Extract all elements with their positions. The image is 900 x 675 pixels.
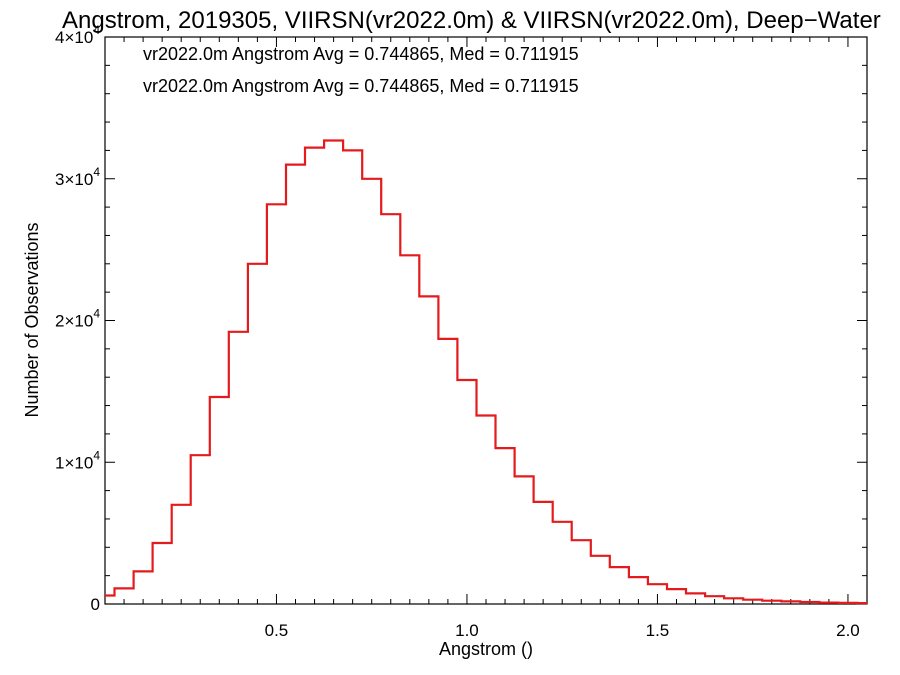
plot-frame: [104, 36, 868, 605]
y-tick-label: 0: [91, 595, 100, 614]
y-tick-label: 1×104: [55, 448, 100, 472]
x-axis: 0.5 1.0 1.5 2.0: [104, 37, 868, 640]
y-tick-label: 3×104: [55, 165, 100, 189]
x-tick-label: 0.5: [265, 621, 289, 640]
x-tick-label: 1.0: [455, 621, 479, 640]
stats-annotation-red: vr2022.0m Angstrom Avg = 0.744865, Med =…: [143, 76, 579, 96]
stats-annotation-black: vr2022.0m Angstrom Avg = 0.744865, Med =…: [143, 44, 579, 64]
y-axis-label: Number of Observations: [22, 222, 42, 417]
x-tick-label: 2.0: [836, 621, 860, 640]
chart-title: Angstrom, 2019305, VIIRSN(vr2022.0m) & V…: [62, 7, 881, 34]
x-tick-label: 1.5: [646, 621, 670, 640]
x-axis-label: Angstrom (): [439, 639, 533, 659]
y-tick-label: 2×104: [55, 307, 100, 331]
histogram-series-line: [105, 139, 867, 605]
